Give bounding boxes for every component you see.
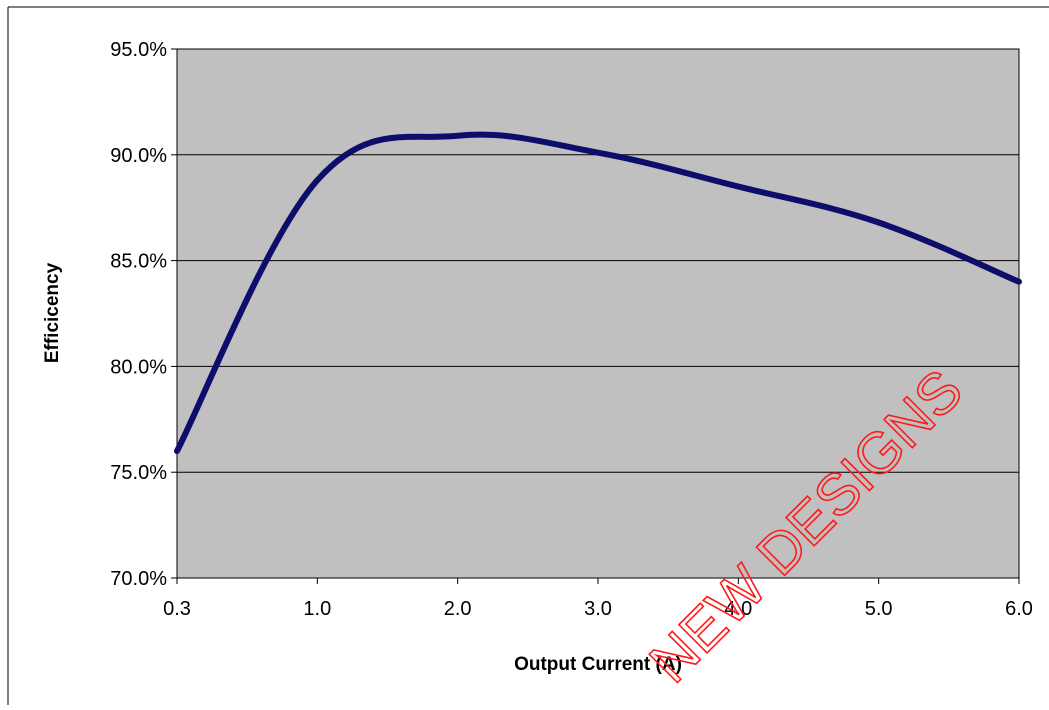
y-tick-label: 90.0% <box>110 145 167 167</box>
x-axis-ticks: 0.3 1.0 2.0 3.0 4.0 5.0 6.0 <box>163 578 1033 620</box>
y-axis-title: Efficicency <box>42 262 63 363</box>
x-tick-label: 6.0 <box>1005 598 1033 620</box>
x-tick-label: 3.0 <box>584 598 612 620</box>
x-axis-title: Output Current (A) <box>514 654 682 675</box>
y-tick-label: 95.0% <box>110 39 167 61</box>
y-tick-label: 70.0% <box>110 568 167 590</box>
y-tick-label: 75.0% <box>110 462 167 484</box>
y-tick-label: 80.0% <box>110 356 167 378</box>
series-layer <box>174 131 1022 455</box>
x-tick-label: 0.3 <box>163 598 191 620</box>
x-tick-label: 2.0 <box>444 598 472 620</box>
x-tick-label: 1.0 <box>303 598 331 620</box>
y-axis-ticks: 70.0% 75.0% 80.0% 85.0% 90.0% 95.0% <box>110 39 177 590</box>
x-tick-label: 5.0 <box>865 598 893 620</box>
y-tick-label: 85.0% <box>110 251 167 273</box>
x-tick-label: 4.0 <box>724 598 752 620</box>
series-line <box>174 131 1022 455</box>
plot-area <box>176 48 1020 579</box>
